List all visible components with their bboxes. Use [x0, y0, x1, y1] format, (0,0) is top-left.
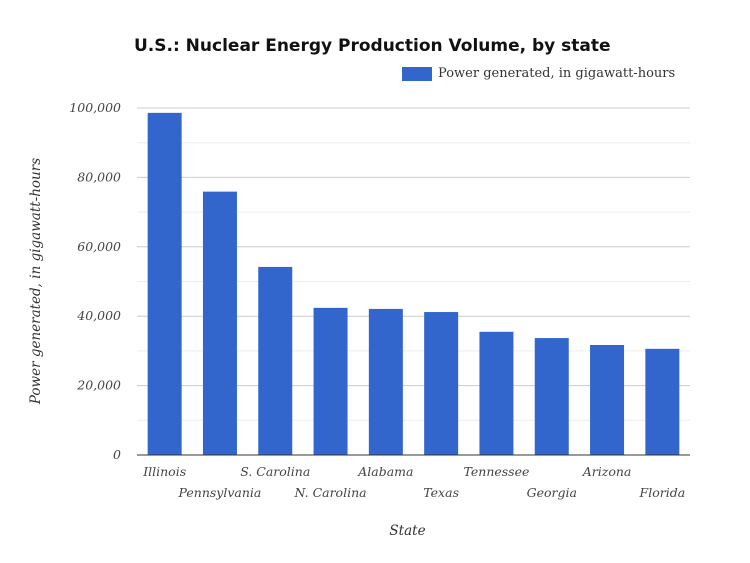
y-tick-label: 20,000: [76, 378, 121, 393]
legend-swatch: [402, 66, 432, 81]
x-tick-label: Alabama: [357, 464, 413, 479]
bar-georgia: [534, 338, 569, 455]
x-tick-label: Florida: [639, 485, 686, 500]
bar-pennsylvania: [202, 191, 237, 455]
y-tick-label: 40,000: [76, 308, 121, 323]
chart-title: U.S.: Nuclear Energy Production Volume, …: [134, 36, 611, 56]
x-axis-title: State: [389, 523, 425, 539]
x-tick-label: Tennessee: [464, 464, 530, 479]
y-tick-label: 100,000: [69, 100, 121, 115]
bar-florida: [645, 348, 680, 455]
bar-s-carolina: [258, 266, 293, 455]
bar-illinois: [147, 112, 182, 455]
x-tick-label: N. Carolina: [293, 485, 366, 500]
x-tick-label: Georgia: [527, 485, 577, 500]
bar-alabama: [368, 308, 403, 455]
y-tick-label: 80,000: [77, 169, 121, 184]
bar-texas: [424, 312, 459, 455]
x-tick-label: Texas: [423, 485, 459, 500]
x-tick-label: S. Carolina: [240, 464, 310, 479]
y-tick-label: 60,000: [77, 239, 121, 254]
y-tick-label: 0: [113, 447, 121, 462]
x-tick-label: Pennsylvania: [178, 485, 262, 500]
x-tick-label: Arizona: [582, 464, 632, 479]
y-axis-title: Power generated, in gigawatt-hours: [28, 158, 44, 405]
legend-label: Power generated, in gigawatt-hours: [438, 66, 676, 81]
bar-n-carolina: [313, 307, 348, 455]
bar-tennessee: [479, 331, 514, 455]
x-tick-label: Illinois: [142, 464, 186, 479]
legend[interactable]: Power generated, in gigawatt-hours: [402, 66, 675, 81]
bar-arizona: [590, 345, 625, 455]
